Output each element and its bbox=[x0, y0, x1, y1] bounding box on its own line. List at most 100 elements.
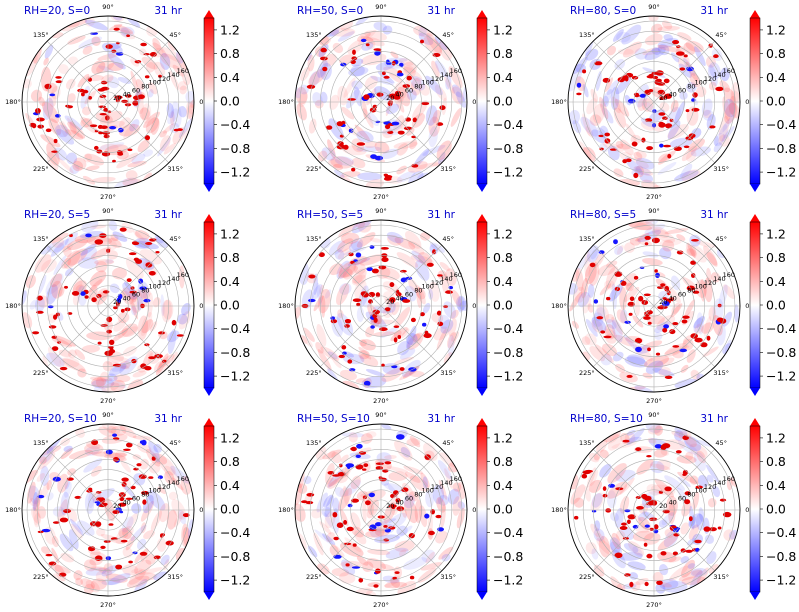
angular-gridline bbox=[107, 305, 170, 368]
negative-anomaly bbox=[323, 494, 334, 508]
negative-anomaly bbox=[462, 82, 467, 102]
positive-anomaly bbox=[384, 454, 397, 460]
positive-anomaly bbox=[173, 510, 184, 528]
positive-anomaly bbox=[432, 109, 441, 124]
negative-anomaly bbox=[108, 362, 127, 376]
negative-anomaly bbox=[610, 512, 619, 522]
positive-anomaly bbox=[668, 556, 682, 563]
convective-cell bbox=[94, 239, 104, 245]
negative-anomaly bbox=[713, 142, 723, 153]
convective-cell bbox=[636, 506, 644, 510]
convective-cell bbox=[119, 510, 124, 514]
colorbar-extend-max bbox=[477, 214, 487, 222]
convective-cell bbox=[346, 526, 354, 532]
positive-anomaly bbox=[140, 522, 147, 534]
positive-anomaly bbox=[95, 377, 105, 389]
positive-anomaly bbox=[699, 278, 706, 302]
negative-anomaly bbox=[312, 92, 323, 106]
angle-tick-label: 180° bbox=[5, 506, 21, 514]
positive-anomaly bbox=[319, 521, 332, 535]
positive-anomaly bbox=[701, 322, 714, 334]
positive-anomaly bbox=[409, 370, 425, 378]
convective-cell bbox=[369, 524, 377, 530]
positive-anomaly bbox=[408, 278, 418, 292]
positive-anomaly bbox=[451, 86, 464, 105]
angular-gridline bbox=[319, 40, 382, 103]
angle-tick-label: 225° bbox=[33, 573, 49, 581]
positive-anomaly bbox=[140, 500, 155, 522]
convective-cell bbox=[133, 95, 141, 101]
positive-anomaly bbox=[686, 349, 696, 363]
positive-anomaly bbox=[677, 32, 692, 41]
convective-cell bbox=[694, 337, 703, 343]
positive-anomaly bbox=[127, 160, 147, 168]
angle-tick-label: 135° bbox=[579, 31, 595, 39]
convective-cell bbox=[691, 98, 696, 102]
negative-anomaly bbox=[361, 41, 374, 51]
positive-anomaly bbox=[132, 435, 153, 441]
negative-anomaly bbox=[435, 35, 448, 51]
colorbar-extend-min bbox=[477, 592, 487, 600]
convective-cell bbox=[397, 335, 402, 339]
polar-frame bbox=[21, 15, 195, 189]
positive-anomaly bbox=[644, 355, 670, 368]
convective-cell bbox=[336, 522, 344, 528]
convective-cell bbox=[375, 522, 382, 527]
convective-cell bbox=[378, 265, 387, 270]
positive-anomaly bbox=[178, 311, 191, 330]
positive-anomaly bbox=[656, 459, 671, 471]
positive-anomaly bbox=[570, 484, 585, 505]
convective-cell bbox=[55, 80, 63, 84]
positive-anomaly bbox=[29, 497, 36, 507]
convective-cell bbox=[143, 298, 151, 303]
convective-cell bbox=[105, 115, 110, 121]
positive-anomaly bbox=[398, 549, 407, 557]
negative-anomaly bbox=[177, 313, 188, 325]
positive-anomaly bbox=[118, 527, 129, 539]
negative-anomaly bbox=[592, 312, 604, 327]
positive-anomaly bbox=[90, 224, 107, 229]
positive-anomaly bbox=[388, 471, 408, 482]
colorbar-tick-label: 0.8 bbox=[220, 46, 240, 61]
positive-anomaly bbox=[614, 334, 634, 347]
positive-anomaly bbox=[116, 152, 139, 169]
positive-anomaly bbox=[362, 100, 368, 120]
angular-gridline bbox=[653, 448, 716, 511]
positive-anomaly bbox=[448, 66, 463, 89]
convective-cell bbox=[659, 143, 664, 148]
convective-cell bbox=[158, 74, 162, 78]
negative-anomaly bbox=[107, 52, 126, 70]
positive-anomaly bbox=[82, 175, 96, 185]
positive-anomaly bbox=[119, 360, 131, 369]
radial-tick-label: 60 bbox=[678, 494, 686, 502]
positive-anomaly bbox=[664, 228, 689, 235]
convective-cell bbox=[401, 487, 409, 493]
convective-cell bbox=[691, 239, 699, 242]
convective-cell bbox=[87, 77, 92, 82]
negative-anomaly bbox=[178, 106, 187, 118]
convective-cell bbox=[672, 40, 680, 45]
colorbar-body bbox=[749, 17, 761, 185]
convective-cell bbox=[600, 330, 606, 334]
negative-anomaly bbox=[80, 243, 97, 256]
convective-cell bbox=[692, 290, 700, 294]
angle-tick-label: 135° bbox=[306, 31, 322, 39]
positive-anomaly bbox=[366, 499, 380, 519]
positive-anomaly bbox=[685, 243, 697, 258]
negative-anomaly bbox=[642, 102, 654, 111]
convective-cell bbox=[176, 128, 183, 132]
negative-anomaly bbox=[422, 476, 428, 489]
convective-cell bbox=[49, 93, 56, 97]
positive-anomaly bbox=[63, 245, 72, 257]
convective-cell bbox=[391, 505, 396, 510]
angle-tick-label: 270° bbox=[646, 193, 662, 201]
negative-anomaly bbox=[637, 511, 649, 522]
positive-anomaly bbox=[590, 492, 604, 513]
convective-cell bbox=[664, 285, 670, 292]
positive-anomaly bbox=[90, 578, 107, 590]
positive-anomaly bbox=[613, 168, 624, 178]
convective-cell bbox=[409, 575, 415, 580]
negative-anomaly bbox=[170, 465, 190, 484]
positive-anomaly bbox=[386, 466, 409, 473]
convective-cell bbox=[365, 500, 371, 506]
